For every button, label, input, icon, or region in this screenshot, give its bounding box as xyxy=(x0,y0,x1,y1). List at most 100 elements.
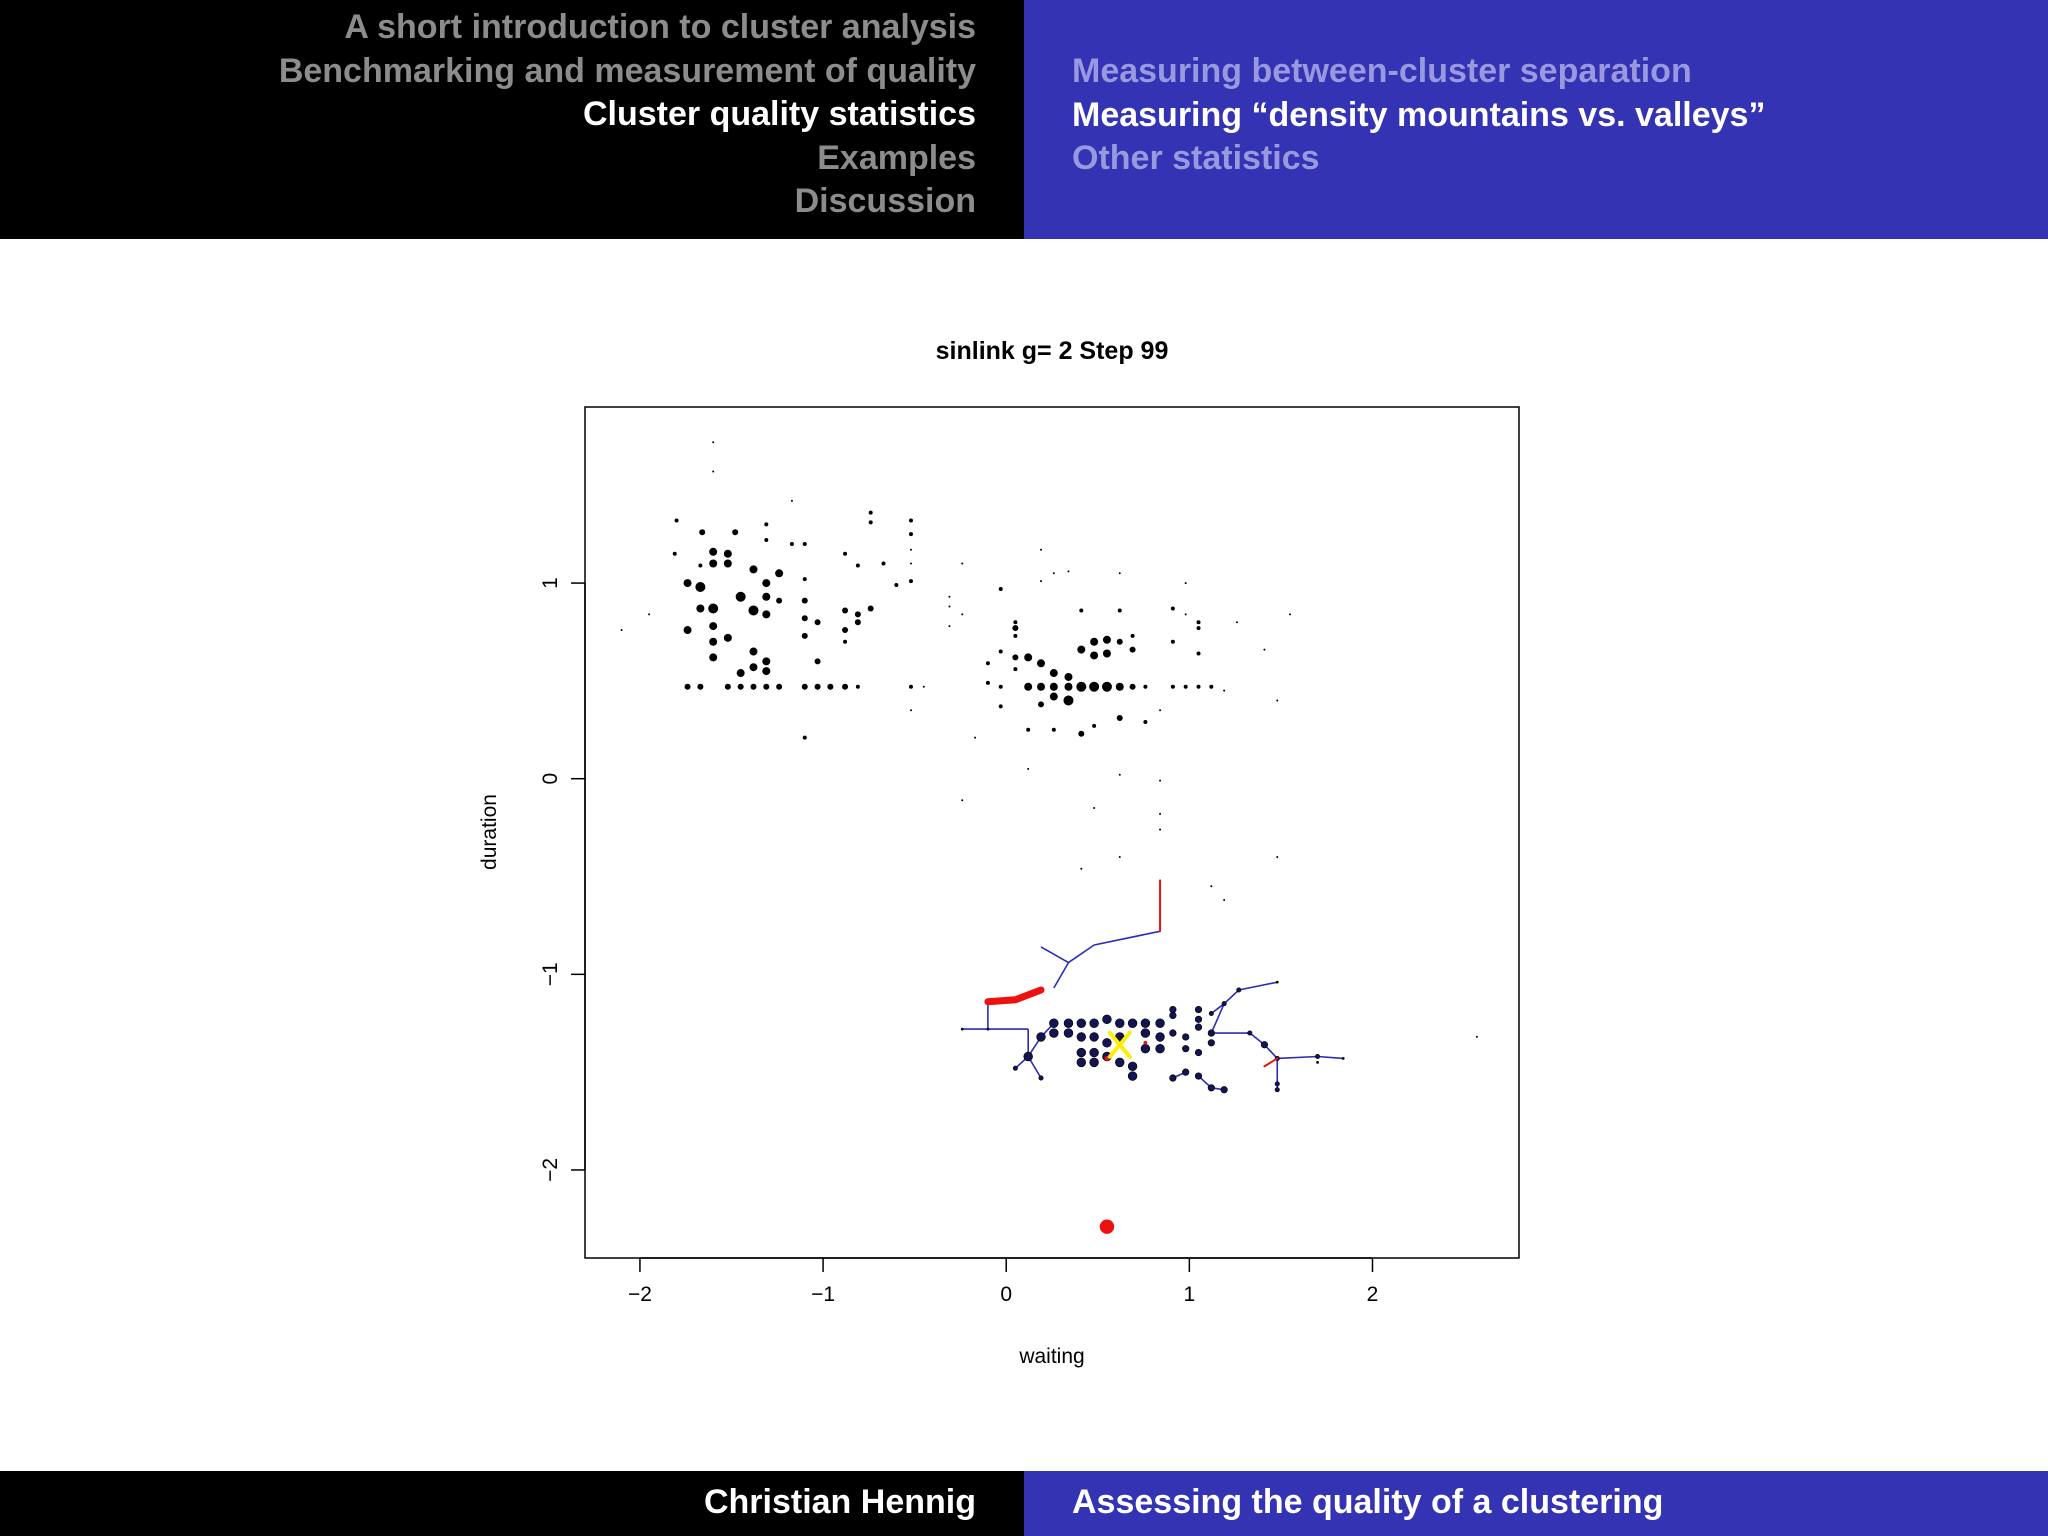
x-tick-label: 0 xyxy=(1000,1283,1012,1306)
chart-axes: −2 −1 0 1 2 −2 −1 0 1 xyxy=(539,577,1378,1306)
cluster-point xyxy=(1036,1032,1046,1042)
red-point xyxy=(1143,1040,1148,1045)
data-point xyxy=(801,615,808,622)
cluster-point xyxy=(1076,1018,1087,1028)
data-point xyxy=(974,736,977,739)
data-point xyxy=(695,581,706,592)
nav-subsection-density-mountains[interactable]: Measuring “density mountains vs. valleys… xyxy=(1072,95,1766,134)
data-point xyxy=(1115,682,1124,691)
data-point xyxy=(1012,625,1019,632)
data-point xyxy=(1064,672,1073,681)
cluster-point xyxy=(1207,1084,1215,1092)
y-tick-label: −2 xyxy=(539,1158,562,1182)
data-point xyxy=(922,685,925,688)
nav-section-introduction[interactable]: A short introduction to cluster analysis xyxy=(344,8,976,46)
cluster-point xyxy=(1127,1071,1138,1081)
data-point xyxy=(789,541,794,546)
cluster-point xyxy=(1076,1047,1087,1058)
data-point xyxy=(998,704,1003,709)
nav-section-cluster-quality-statistics[interactable]: Cluster quality statistics xyxy=(582,95,976,133)
footer-title-bar: Assessing the quality of a clustering xyxy=(1024,1471,2048,1536)
data-point xyxy=(1092,723,1097,728)
nav-section-benchmarking[interactable]: Benchmarking and measurement of quality xyxy=(278,51,976,90)
nav-subsection-between-cluster-separation[interactable]: Measuring between-cluster separation xyxy=(1072,52,1692,90)
data-point xyxy=(1024,682,1033,691)
cluster-point xyxy=(1115,1057,1125,1068)
cluster-point xyxy=(1089,1057,1099,1068)
data-point xyxy=(736,669,745,678)
cluster-point xyxy=(1063,1018,1074,1028)
cluster-point xyxy=(1194,1048,1203,1057)
data-point xyxy=(801,632,808,639)
x-tick-label: −2 xyxy=(628,1283,652,1306)
data-point xyxy=(683,626,692,635)
path-edge xyxy=(1040,946,1069,964)
data-point xyxy=(1090,637,1099,646)
data-point xyxy=(1026,727,1031,732)
cluster-point xyxy=(1182,1068,1190,1076)
data-point xyxy=(1093,807,1096,810)
data-point xyxy=(709,559,718,568)
chart-marks xyxy=(620,441,1478,1234)
data-point xyxy=(842,607,849,614)
data-point xyxy=(1063,695,1074,706)
cluster-point xyxy=(986,1027,990,1031)
data-point xyxy=(684,683,691,690)
cluster-point xyxy=(1155,1043,1165,1054)
data-point xyxy=(762,592,771,601)
data-point xyxy=(1027,767,1030,770)
section-navigation: A short introduction to cluster analysis… xyxy=(0,0,1024,239)
data-point xyxy=(1196,684,1201,689)
data-point xyxy=(985,680,990,685)
data-point xyxy=(1077,645,1086,654)
data-point xyxy=(1013,667,1018,672)
data-point xyxy=(762,657,771,666)
nav-section-discussion[interactable]: Discussion xyxy=(794,182,976,220)
data-point xyxy=(909,548,912,551)
data-point xyxy=(1170,606,1175,611)
data-point xyxy=(775,569,784,578)
cluster-point xyxy=(1207,1039,1215,1047)
y-axis-label: duration xyxy=(478,794,501,870)
data-point xyxy=(867,605,874,612)
data-point xyxy=(909,562,912,565)
cluster-point xyxy=(1247,1030,1253,1036)
data-point xyxy=(802,577,807,582)
path-edge xyxy=(1210,1003,1225,1015)
cluster-point xyxy=(1220,1086,1228,1094)
data-point xyxy=(854,611,861,618)
data-point xyxy=(763,683,770,690)
footer-talk-title: Assessing the quality of a clustering xyxy=(1072,1483,1664,1521)
data-point xyxy=(802,541,807,546)
data-point xyxy=(1184,582,1187,585)
x-axis-label: waiting xyxy=(1018,1345,1084,1368)
data-point xyxy=(1223,689,1226,692)
x-tick-label: −1 xyxy=(811,1283,835,1306)
cluster-point xyxy=(1140,1018,1151,1028)
data-point xyxy=(961,799,964,802)
cluster-point xyxy=(1140,1028,1151,1038)
data-point xyxy=(1013,633,1018,638)
data-point xyxy=(1143,719,1148,724)
highlight-edge xyxy=(1263,1057,1279,1068)
data-point xyxy=(723,549,732,558)
nav-section-examples[interactable]: Examples xyxy=(817,138,976,177)
data-point xyxy=(1263,648,1266,651)
data-point xyxy=(1196,626,1201,631)
footer-author-bar: Christian Hennig xyxy=(0,1471,1024,1536)
data-point xyxy=(843,639,848,644)
nav-subsection-other-statistics[interactable]: Other statistics xyxy=(1072,139,1320,177)
data-point xyxy=(712,441,715,444)
data-point xyxy=(868,510,873,515)
data-point xyxy=(908,532,913,537)
data-point xyxy=(1102,635,1111,644)
cluster-point xyxy=(1063,1028,1074,1038)
data-point xyxy=(1130,633,1135,638)
data-point xyxy=(1038,701,1045,708)
data-point xyxy=(1183,684,1188,689)
data-point xyxy=(1080,867,1083,870)
data-point xyxy=(790,499,793,502)
data-point xyxy=(749,647,758,656)
data-point xyxy=(683,579,692,588)
cluster-point xyxy=(1076,1057,1087,1068)
